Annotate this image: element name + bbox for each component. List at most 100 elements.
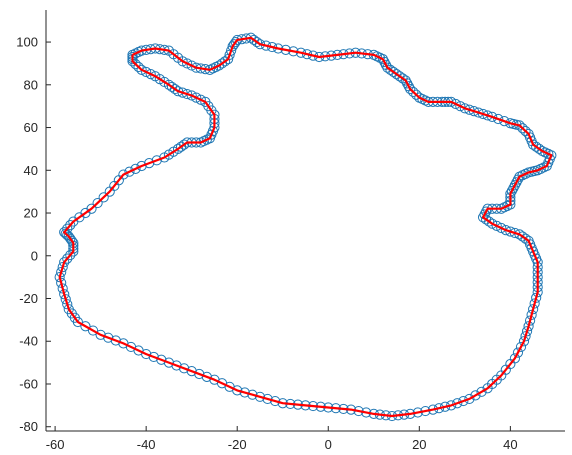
data-point-marker — [62, 253, 73, 264]
data-point-marker — [195, 94, 206, 105]
data-point-marker — [59, 257, 70, 268]
data-point-marker — [163, 357, 175, 368]
data-point-marker — [512, 174, 524, 185]
data-point-marker — [57, 283, 68, 294]
data-point-marker — [470, 390, 481, 401]
data-point-marker — [518, 336, 530, 347]
data-point-marker — [118, 169, 129, 180]
x-tick-label: 0 — [325, 437, 332, 452]
data-point-marker — [59, 227, 70, 238]
y-tick-label: 40 — [24, 163, 38, 178]
marker-series — [54, 32, 557, 422]
data-point-marker — [452, 398, 463, 409]
y-tick-label: 20 — [24, 206, 38, 221]
data-point-marker — [251, 36, 263, 48]
data-point-marker — [379, 56, 390, 68]
data-point-marker — [480, 206, 492, 217]
data-point-marker — [512, 347, 524, 358]
data-point-marker — [524, 315, 536, 326]
data-point-marker — [62, 299, 73, 310]
data-point-marker — [254, 391, 266, 402]
data-point-marker — [62, 230, 73, 241]
data-point-marker — [156, 354, 167, 365]
y-tick-label: -20 — [19, 291, 38, 306]
data-point-marker — [98, 192, 109, 203]
data-point-marker — [151, 155, 162, 166]
data-point-marker — [150, 71, 161, 82]
data-point-marker — [186, 90, 197, 101]
x-tick-label: -40 — [137, 437, 156, 452]
data-point-marker — [514, 171, 525, 182]
data-point-marker — [400, 75, 411, 86]
data-point-marker — [455, 101, 466, 112]
data-point-marker — [141, 66, 152, 78]
data-point-marker — [459, 103, 470, 114]
data-point-marker — [405, 83, 416, 95]
y-tick-label: 80 — [24, 77, 38, 92]
data-point-marker — [171, 360, 182, 371]
data-point-marker — [511, 177, 522, 188]
data-point-marker — [186, 60, 197, 71]
data-point-marker — [270, 395, 281, 407]
data-point-marker — [103, 332, 114, 343]
data-point-marker — [166, 81, 178, 93]
data-point-marker — [515, 341, 527, 353]
data-point-marker — [57, 262, 68, 273]
data-point-marker — [201, 371, 212, 382]
data-point-marker — [508, 182, 519, 194]
x-axis-ticks: -60 -40 -20 0 20 40 — [46, 426, 518, 452]
data-point-marker — [493, 113, 504, 125]
series-line — [58, 36, 553, 418]
y-tick-label: -80 — [19, 419, 38, 434]
data-point-marker — [87, 325, 99, 336]
data-point-marker — [200, 96, 211, 107]
data-point-marker — [262, 393, 273, 405]
data-point-marker — [92, 197, 103, 209]
data-point-marker — [491, 220, 502, 231]
data-point-marker — [144, 158, 155, 169]
data-point-marker — [209, 374, 220, 385]
data-point-marker — [521, 326, 533, 337]
data-point-marker — [148, 351, 159, 363]
data-point-marker — [528, 304, 539, 315]
data-point-marker — [226, 45, 237, 56]
data-point-marker — [133, 61, 144, 73]
y-tick-label: 100 — [16, 35, 38, 50]
data-point-marker — [484, 216, 495, 227]
data-point-marker — [80, 321, 91, 332]
data-point-marker — [230, 36, 241, 48]
data-point-marker — [136, 64, 147, 75]
x-tick-label: 20 — [412, 437, 426, 452]
x-tick-label: -20 — [228, 437, 247, 452]
data-point-marker — [239, 387, 250, 398]
data-point-marker — [523, 321, 534, 332]
y-tick-label: -60 — [19, 376, 38, 391]
data-point-marker — [450, 98, 461, 110]
data-point-marker — [377, 54, 388, 65]
data-point-marker — [477, 108, 489, 120]
data-point-marker — [177, 56, 188, 67]
data-point-marker — [86, 203, 97, 214]
data-point-marker — [476, 386, 487, 397]
x-tick-label: -60 — [46, 437, 65, 452]
data-point-marker — [534, 143, 545, 155]
y-axis-ticks: -80 -60 -40 -20 0 20 40 60 80 100 — [16, 35, 51, 434]
data-point-marker — [517, 123, 528, 134]
data-point-marker — [482, 383, 493, 394]
data-point-marker — [473, 107, 484, 118]
data-point-marker — [56, 277, 67, 288]
data-point-marker — [118, 338, 129, 349]
data-point-marker — [182, 88, 193, 100]
data-point-marker — [65, 220, 76, 231]
data-point-marker — [247, 389, 258, 400]
data-point-marker — [526, 309, 537, 320]
data-point-marker — [531, 292, 542, 303]
data-point-marker — [59, 289, 70, 300]
data-point-marker — [506, 185, 517, 197]
data-point-marker — [124, 166, 135, 177]
data-point-marker — [191, 92, 202, 103]
data-point-marker — [464, 393, 475, 405]
data-point-marker — [178, 363, 190, 374]
data-point-marker — [529, 298, 540, 309]
data-point-marker — [468, 106, 480, 117]
